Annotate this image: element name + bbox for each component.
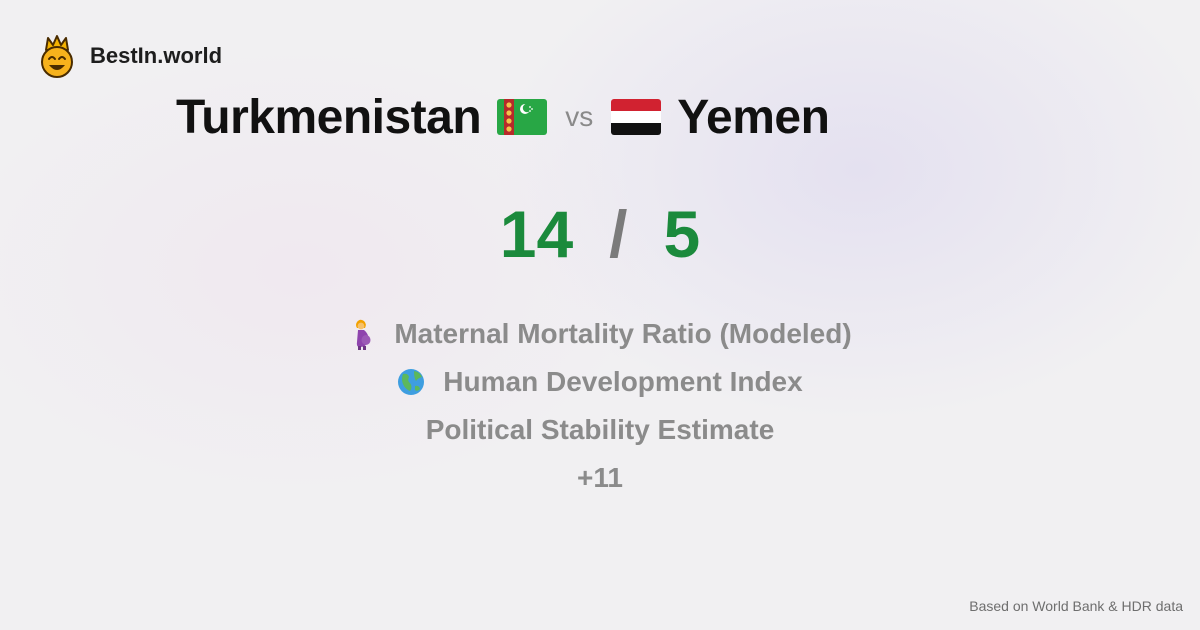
comparison-title: Turkmenistan vs Yemen <box>176 86 830 148</box>
score-separator: / <box>609 197 628 271</box>
pregnant-woman-icon <box>356 319 371 350</box>
metric-label: Political Stability Estimate <box>425 414 775 445</box>
yemen-flag-icon <box>611 99 662 135</box>
metric-item: Maternal Mortality Ratio (Modeled) <box>348 310 852 358</box>
vs-label: vs <box>565 101 594 132</box>
brand[interactable]: BestIn.world <box>38 34 222 78</box>
left-country-name: Turkmenistan <box>176 90 482 144</box>
metrics-list: Maternal Mortality Ratio (Modeled) Human… <box>0 310 1200 502</box>
right-country-name: Yemen <box>677 90 830 144</box>
turkmenistan-flag-icon <box>497 99 548 135</box>
metric-item: Political Stability Estimate <box>426 406 775 454</box>
left-score: 14 <box>499 197 574 271</box>
metric-label: Human Development Index <box>443 366 803 397</box>
brand-name: BestIn.world <box>90 43 223 68</box>
score-display: 14 / 5 <box>0 192 1200 276</box>
metric-label: Maternal Mortality Ratio (Modeled) <box>394 318 852 349</box>
metric-item: Human Development Index <box>397 358 803 406</box>
more-metrics-count[interactable]: +11 <box>577 454 623 502</box>
metric-label: +11 <box>577 462 623 493</box>
crowned-smiley-icon <box>41 35 73 78</box>
right-score: 5 <box>663 197 701 271</box>
globe-icon <box>398 369 425 395</box>
data-source-note: Based on World Bank & HDR data <box>969 598 1183 614</box>
